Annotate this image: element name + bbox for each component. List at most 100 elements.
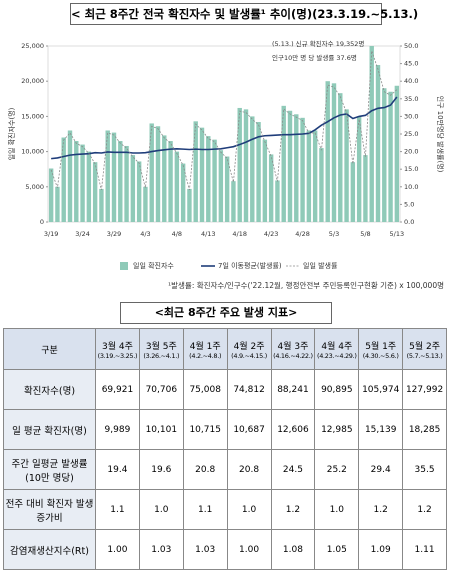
bar (130, 155, 136, 222)
x-tick-label: 4/8 (172, 230, 182, 238)
cell: 35.5 (402, 449, 447, 490)
cell: 1.08 (270, 529, 316, 570)
y-axis-label: 일일 확진자수(명) (7, 107, 16, 160)
bar (174, 151, 180, 222)
cell: 1.0 (314, 489, 360, 530)
cell: 24.5 (270, 449, 316, 490)
date-range: (3.26.~4.1.) (143, 351, 180, 360)
x-tick-label: 3/19 (44, 230, 59, 238)
bar (350, 162, 356, 222)
y2-tick-label: 50.0 (404, 42, 418, 50)
cell: 75,008 (182, 369, 228, 410)
bar (149, 123, 154, 222)
y2-tick-label: 5.0 (404, 200, 414, 208)
bar (55, 186, 60, 222)
date-range: (4.23.~4.29.) (316, 351, 357, 360)
chart-title: < 최근 8주간 전국 확진자수 및 발생률¹ 추이(명)(23.3.19.~5… (70, 3, 418, 25)
row: 전주 대비 확진자 발생 증가비 1.1 1.0 1.1 1.0 1.2 1.0 1.2 1.2 (3, 489, 447, 530)
cell: 1.1 (182, 489, 228, 530)
date-range: (4.16.~4.22.) (273, 351, 313, 360)
week: 3월 5주 (145, 341, 177, 352)
bar (80, 144, 85, 222)
bar (256, 122, 261, 222)
legend-label: 일일 확진자수 (133, 261, 174, 270)
row: 확진자수(명) 69,921 70,706 75,008 74,812 88,241 90,… (3, 369, 447, 410)
y-tick-label: 10,000 (21, 148, 44, 156)
cell: 1.00 (226, 529, 272, 570)
column-header: 3월 5주 (3.26.~4.1.) (138, 328, 184, 370)
row-label: 감염재생산지수(Rt) (3, 529, 96, 570)
column-header: 5월 2주 (5.7.~5.13.) (402, 328, 447, 370)
bar (206, 136, 211, 222)
dashed-line (50, 50, 398, 191)
cell: 1.0 (138, 489, 184, 530)
cell: 19.6 (138, 449, 184, 490)
bar (136, 161, 142, 222)
column-header: 4월 1주 (4.2.~4.8.) (182, 328, 228, 370)
x-tick-label: 4/3 (140, 230, 150, 238)
cell: 1.2 (270, 489, 316, 530)
legend-label: 7일 이동평균(발생률) (218, 261, 282, 270)
cell: 15,139 (358, 409, 404, 450)
bar (224, 156, 230, 222)
bar (61, 137, 66, 222)
date-range: (4.30.~5.6.) (362, 351, 399, 360)
bar (193, 121, 198, 222)
cell: 1.05 (314, 529, 360, 570)
bar (356, 116, 362, 222)
row: 주간 일평균 발생률(10만 명당) 19.4 19.6 20.8 20.8 24.5 25… (3, 449, 447, 490)
annotation: (5.13.) 신규 확진자수 19,352명 (272, 39, 364, 48)
bar (243, 109, 249, 222)
y2-axis-label: 인구 10만명당 발생률(명) (436, 96, 445, 173)
column-header: 4월 2주 (4.9.~4.15.) (226, 328, 272, 370)
bar (300, 117, 305, 222)
bar (237, 107, 242, 222)
row-label: 주간 일평균 발생률(10만 명당) (3, 449, 96, 490)
bar (281, 105, 286, 222)
x-tick-label: 4/28 (295, 230, 310, 238)
bar (268, 154, 274, 222)
y2-tick-label: 15.0 (404, 165, 418, 173)
row-label: 일 평균 확진자(명) (3, 409, 96, 450)
line (51, 96, 398, 160)
bar (287, 110, 293, 222)
row: 감염재생산지수(Rt) 1.00 1.03 1.03 1.00 1.08 1.05 1.09 1… (3, 529, 447, 570)
x-tick-label: 5/8 (360, 230, 370, 238)
cell: 29.4 (358, 449, 404, 490)
bar (344, 109, 349, 222)
bar (48, 168, 54, 222)
cell: 20.8 (226, 449, 272, 490)
bar (218, 150, 224, 222)
bar (325, 81, 330, 222)
y2-tick-label: 45.0 (404, 60, 418, 68)
bar (394, 85, 400, 222)
bar (74, 141, 79, 222)
bar (111, 132, 117, 222)
bar (118, 141, 123, 222)
bar (250, 116, 255, 222)
y-tick-label: 25,000 (21, 42, 44, 50)
x-tick-label: 3/29 (107, 230, 122, 238)
corner-cell: 구분 (3, 328, 96, 370)
bar (187, 188, 192, 222)
cell: 105,974 (358, 369, 404, 410)
bar (319, 148, 324, 222)
cell: 1.03 (138, 529, 184, 570)
y2-tick-label: 40.0 (404, 77, 418, 85)
bar (92, 162, 98, 222)
y2-tick-label: 20.0 (404, 148, 418, 156)
week: 3월 4주 (102, 341, 133, 352)
cell: 1.0 (226, 489, 272, 530)
week: 5월 2주 (409, 341, 440, 352)
y-tick-label: 20,000 (21, 77, 44, 85)
cell: 1.1 (95, 489, 140, 530)
cell: 1.2 (402, 489, 447, 530)
bar (338, 93, 343, 222)
row-label: 전주 대비 확진자 발생 증가비 (3, 489, 96, 530)
cell: 10,101 (138, 409, 184, 450)
y-tick-label: 5,000 (25, 183, 44, 191)
table-title: <최근 8주간 주요 발생 지표> (120, 302, 332, 324)
cell: 9,989 (95, 409, 140, 450)
chart: 0 5,000 10,000 15,000 20,000 25,000 0.0 5.0 10.0… (7, 39, 445, 290)
